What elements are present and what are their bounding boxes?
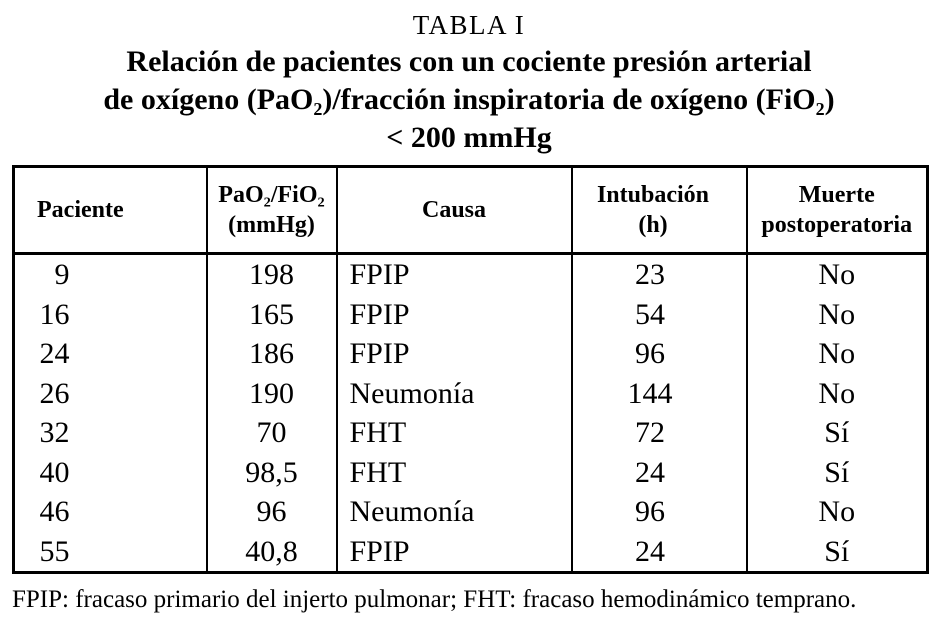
cell-causa: FPIP — [335, 294, 572, 335]
cell-intubacion: 54 — [570, 294, 747, 335]
cell-paciente: 24 — [39, 337, 70, 371]
cell-causa: FPIP — [335, 253, 572, 295]
cell-muerte: Sí — [745, 452, 928, 493]
table-row: 32 70 FHT 72 Sí — [14, 413, 928, 453]
cell-pao2-fio2: 40,8 — [205, 531, 337, 573]
table-title-line-3: < 200 mmHg — [386, 120, 552, 154]
column-header-causa: Causa — [335, 166, 572, 256]
cell-pao2-fio2: 165 — [205, 294, 337, 335]
cell-paciente: 40 — [39, 455, 70, 489]
column-header-pao2-fio2: PaO₂/FiO₂ (mmHg) — [205, 166, 337, 256]
cell-muerte: Sí — [745, 413, 928, 453]
cell-paciente: 46 — [39, 495, 70, 529]
table-row: 9 198 FPIP 23 No — [14, 253, 928, 295]
cell-intubacion: 144 — [570, 373, 747, 414]
cell-intubacion: 24 — [570, 531, 747, 573]
cell-muerte: No — [745, 492, 928, 532]
cell-muerte: No — [745, 294, 928, 335]
table-row: 26 190 Neumonía 144 No — [14, 373, 928, 414]
table-title-line-1: Relación de pacientes con un cociente pr… — [126, 45, 812, 78]
cell-causa: FPIP — [335, 334, 572, 374]
cell-pao2-fio2: 96 — [205, 492, 337, 532]
cell-pao2-fio2: 186 — [205, 334, 337, 374]
column-header-muerte: Muerte postoperatoria — [745, 166, 928, 256]
table-row: 16 165 FPIP 54 No — [14, 294, 928, 335]
cell-intubacion: 72 — [570, 413, 747, 453]
table-title: Relación de pacientes con un cociente pr… — [12, 43, 926, 156]
cell-pao2-fio2: 98,5 — [205, 452, 337, 493]
footnote: FPIP: fracaso primario del injerto pulmo… — [12, 586, 857, 614]
table-row: 40 98,5 FHT 24 Sí — [14, 452, 928, 493]
cell-pao2-fio2: 70 — [205, 413, 337, 453]
cell-causa: FHT — [335, 452, 572, 493]
cell-causa: FHT — [335, 413, 572, 453]
cell-muerte: Sí — [745, 531, 928, 573]
cell-intubacion: 96 — [570, 334, 747, 374]
table-title-line-2: de oxígeno (PaO₂)/fracción inspiratoria … — [103, 82, 835, 116]
cell-intubacion: 96 — [570, 492, 747, 532]
cell-causa: Neumonía — [335, 373, 572, 414]
cell-causa: Neumonía — [335, 492, 572, 532]
data-table: Paciente PaO₂/FiO₂ (mmHg) Causa Intubaci… — [12, 165, 929, 575]
cell-intubacion: 23 — [570, 253, 747, 295]
table-row: 24 186 FPIP 96 No — [14, 334, 928, 374]
table-row: 46 96 Neumonía 96 No — [14, 492, 928, 532]
cell-paciente: 32 — [39, 416, 70, 450]
cell-muerte: No — [745, 334, 928, 374]
cell-muerte: No — [745, 373, 928, 414]
cell-pao2-fio2: 190 — [205, 373, 337, 414]
cell-paciente: 26 — [39, 376, 70, 410]
table-label: TABLA I — [412, 10, 526, 40]
cell-paciente: 55 — [39, 534, 70, 568]
header-row: Paciente PaO₂/FiO₂ (mmHg) Causa Intubaci… — [13, 166, 928, 256]
cell-causa: FPIP — [335, 531, 572, 573]
table-row: 55 40,8 FPIP 24 Sí — [14, 531, 928, 573]
cell-paciente: 16 — [39, 297, 70, 331]
cell-pao2-fio2: 198 — [205, 253, 337, 295]
cell-paciente: 9 — [54, 258, 70, 292]
column-header-paciente: Paciente — [13, 166, 207, 256]
column-header-intubacion: Intubación (h) — [570, 166, 747, 256]
cell-intubacion: 24 — [570, 452, 747, 493]
cell-muerte: No — [745, 253, 928, 295]
